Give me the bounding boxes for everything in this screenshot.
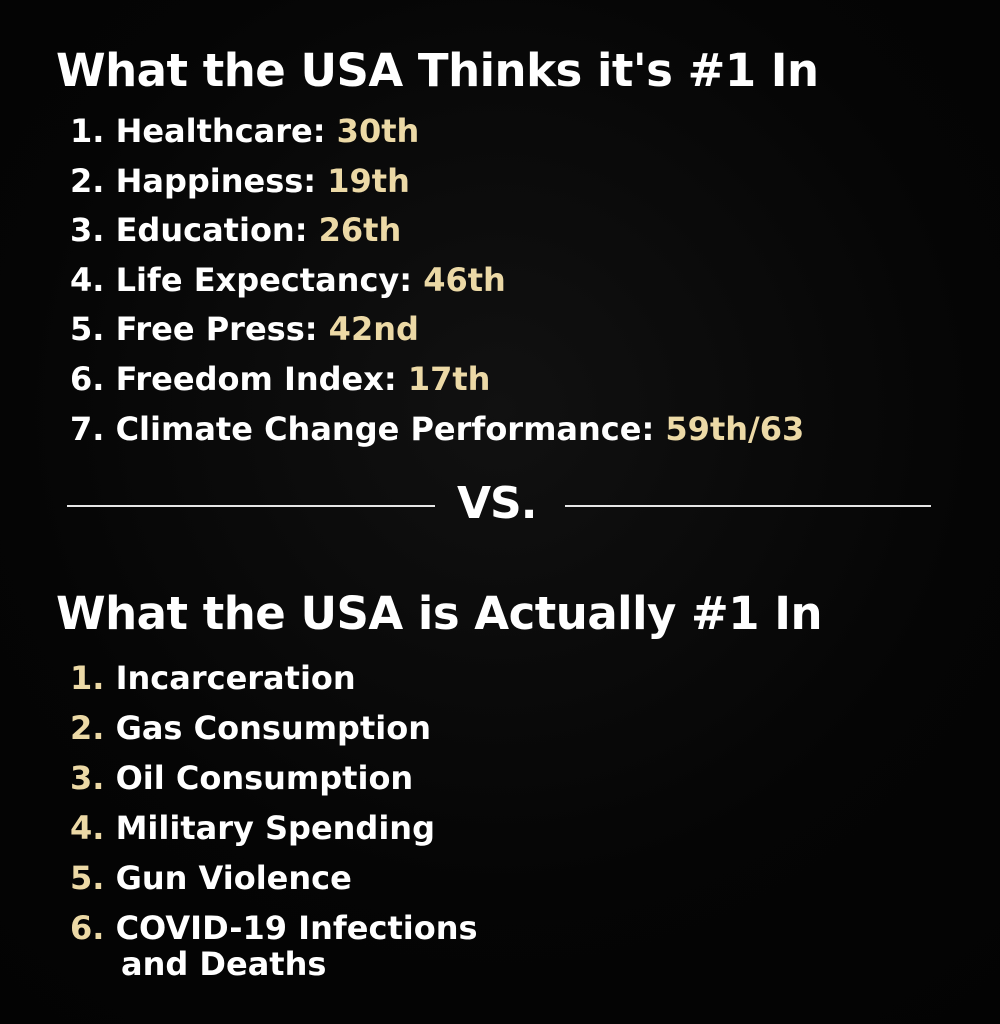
item-label: Oil Consumption <box>115 759 414 797</box>
item-number: 4. <box>70 809 105 847</box>
list-item: 2. Gas Consumption <box>70 712 478 762</box>
item-label: Healthcare: <box>115 112 326 150</box>
list-item: 3. Education: 26th <box>70 214 804 264</box>
list-item: 4. Life Expectancy: 46th <box>70 264 804 314</box>
list-item: 6. Freedom Index: 17th <box>70 363 804 413</box>
item-rank: 30th <box>336 112 420 150</box>
item-label: Gun Violence <box>115 859 352 897</box>
item-number: 1. <box>70 112 105 150</box>
item-label: Happiness: <box>115 161 317 200</box>
item-label-continuation: and Deaths <box>121 945 327 983</box>
perceived-ranking-list: 1. Healthcare: 30th 2. Happiness: 19th 3… <box>70 115 804 462</box>
item-label: Climate Change Performance: <box>115 409 655 448</box>
item-label: Free Press: <box>115 310 318 349</box>
item-label: Freedom Index: <box>115 359 397 398</box>
list-item: 1. Incarceration <box>70 662 478 712</box>
item-number: 2. <box>70 161 105 200</box>
item-label: Gas Consumption <box>115 709 431 747</box>
item-number: 5. <box>70 310 105 349</box>
list-item: 4. Military Spending <box>70 812 478 862</box>
item-number: 2. <box>70 709 105 747</box>
list-item: 6. COVID-19 Infections and Deaths <box>70 912 478 980</box>
item-rank: 26th <box>318 211 402 250</box>
actual-ranking-list: 1. Incarceration 2. Gas Consumption 3. O… <box>70 662 478 980</box>
list-item: 3. Oil Consumption <box>70 762 478 812</box>
item-number: 6. <box>70 359 105 398</box>
item-rank: 59th/63 <box>665 409 805 448</box>
list-item: 5. Free Press: 42nd <box>70 313 804 363</box>
divider-line-right <box>565 505 931 507</box>
list-item: 7. Climate Change Performance: 59th/63 <box>70 413 804 463</box>
item-number: 3. <box>70 211 105 250</box>
item-number: 3. <box>70 759 105 797</box>
versus-divider: VS. <box>0 474 1000 534</box>
item-rank: 19th <box>327 161 410 200</box>
item-number: 6. <box>70 909 105 947</box>
item-number: 1. <box>70 659 105 697</box>
item-rank: 46th <box>423 260 506 299</box>
list-item: 1. Healthcare: 30th <box>70 115 804 165</box>
item-label: Incarceration <box>115 659 356 697</box>
item-label: COVID-19 Infections <box>115 909 478 947</box>
item-label: Education: <box>115 211 308 250</box>
item-number: 5. <box>70 859 105 897</box>
item-rank: 17th <box>407 359 491 398</box>
list-item: 2. Happiness: 19th <box>70 165 804 215</box>
item-rank: 42nd <box>328 310 419 349</box>
item-number: 4. <box>70 260 105 299</box>
top-section-title: What the USA Thinks it's #1 In <box>56 44 819 97</box>
item-number: 7. <box>70 409 105 448</box>
divider-line-left <box>67 505 435 507</box>
list-item: 5. Gun Violence <box>70 862 478 912</box>
versus-label: VS. <box>457 478 537 529</box>
bottom-section-title: What the USA is Actually #1 In <box>56 587 823 640</box>
item-label: Military Spending <box>115 809 435 847</box>
item-label: Life Expectancy: <box>115 260 413 299</box>
